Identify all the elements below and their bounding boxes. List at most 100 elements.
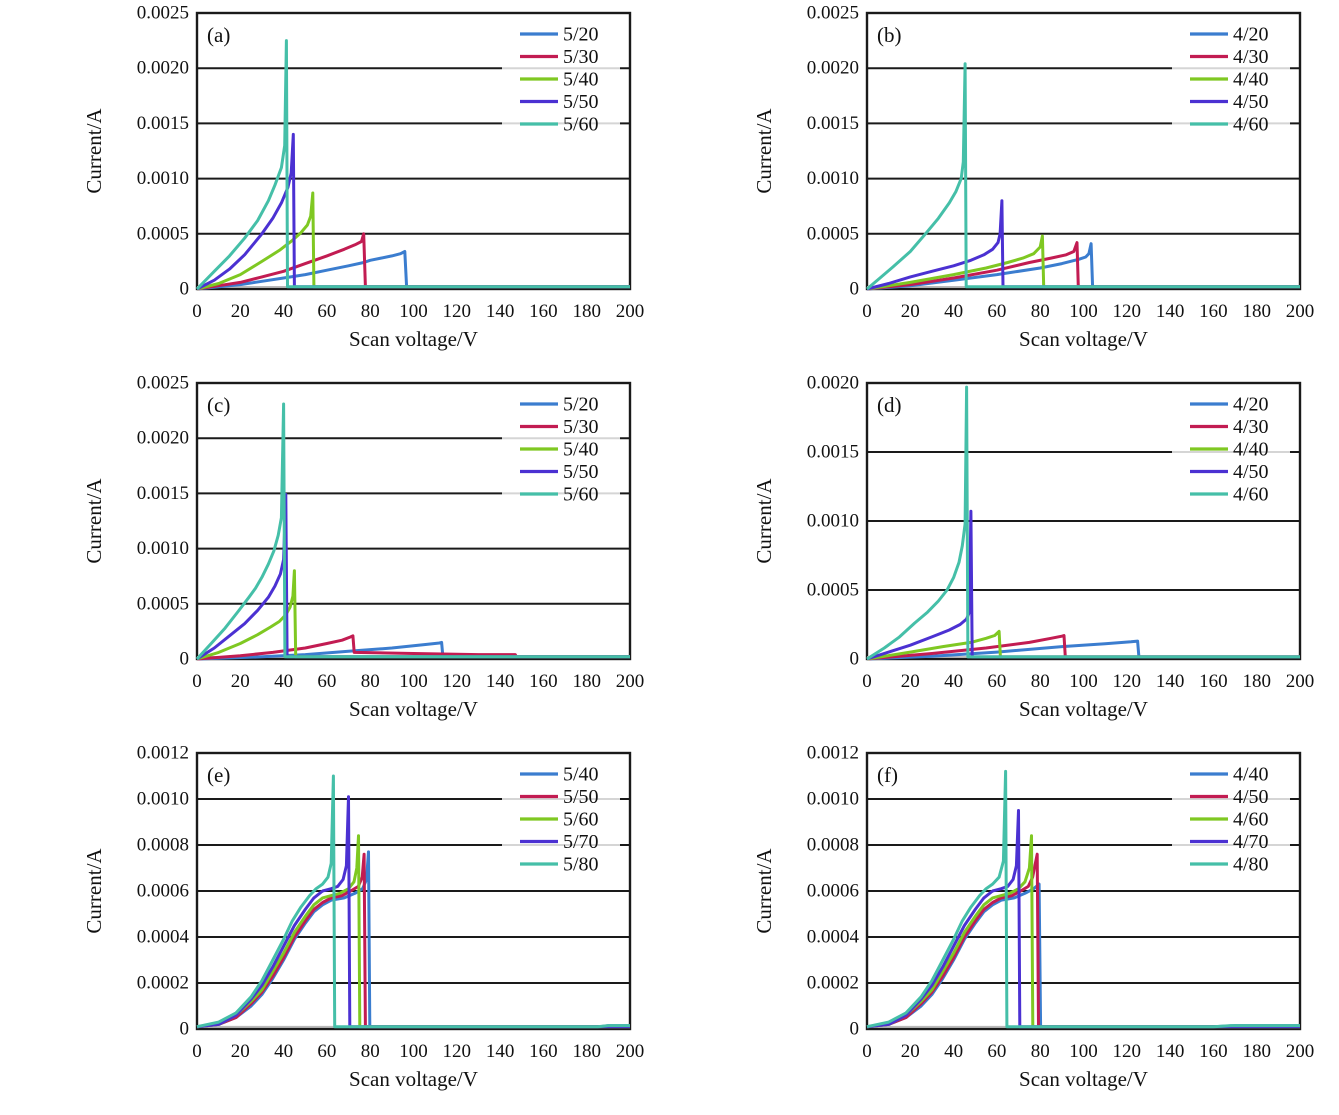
legend-backdrop [502,394,620,506]
x-tick-label: 100 [399,1041,428,1062]
y-tick-label: 0.0002 [807,973,859,994]
x-axis-label: Scan voltage/V [1019,697,1148,721]
x-tick-label: 0 [192,301,202,322]
series-line-4/30 [866,634,1300,661]
y-tick-label: 0 [180,279,190,300]
legend-backdrop [1172,394,1290,506]
x-tick-label: 60 [987,301,1006,322]
x-tick-label: 120 [1113,301,1142,322]
legend: 4/204/304/404/504/60 [1190,24,1269,136]
panel-letter: (b) [877,23,902,47]
chart-svg-(a): 0 0.0005 0.0010 0.0015 0.0020 0.0025 0 20 40 60 80… [0,0,669,370]
y-axis-label: Current/A [82,848,106,934]
x-tick-label: 120 [443,301,472,322]
y-tick-label: 0.0006 [807,881,859,902]
legend-label-5/20: 5/20 [563,24,599,46]
x-tick-label: 180 [1242,1041,1271,1062]
y-tick-label: 0.0015 [807,113,859,134]
x-tick-label: 200 [1286,1041,1315,1062]
x-tick-label: 20 [231,1041,250,1062]
y-tick-label: 0.0005 [807,580,859,601]
series-line-5/60 [196,834,630,1029]
x-tick-label: 140 [486,301,515,322]
y-axis-label: Current/A [82,478,106,564]
legend-label-5/50: 5/50 [563,461,599,483]
series-line-4/20 [866,242,1300,291]
series-line-5/40 [196,191,630,291]
x-tick-label: 180 [1242,671,1271,692]
series-line-5/30 [196,634,630,661]
legend-label-4/20: 4/20 [1233,24,1269,46]
y-tick-label: 0.0005 [807,223,859,244]
x-tick-label: 20 [901,671,920,692]
x-tick-label: 80 [1031,671,1050,692]
series-line-5/80 [196,774,630,1029]
legend-backdrop [502,764,620,876]
series-line-4/40 [866,882,1300,1029]
chart-svg-(b): 0 0.0005 0.0010 0.0015 0.0020 0.0025 0 20 40 60 80… [670,0,1339,370]
y-tick-label: 0.0015 [807,442,859,463]
x-tick-label: 120 [1113,671,1142,692]
x-tick-label: 20 [901,301,920,322]
x-tick-label: 20 [901,1041,920,1062]
y-tick-label: 0.0010 [807,168,859,189]
legend-label-5/20: 5/20 [563,394,599,416]
x-tick-label: 160 [529,671,558,692]
x-tick-label: 80 [1031,301,1050,322]
legend-label-5/50: 5/50 [563,91,599,113]
legend: 4/204/304/404/504/60 [1190,394,1269,506]
y-tick-label: 0.0010 [137,168,189,189]
y-axis-label: Current/A [752,848,776,934]
x-tick-label: 160 [529,1041,558,1062]
y-tick-label: 0.0004 [807,927,860,948]
y-tick-label: 0.0002 [137,973,189,994]
x-tick-label: 60 [317,301,336,322]
legend-label-5/40: 5/40 [563,439,599,461]
x-tick-label: 200 [1286,301,1315,322]
plot-frame [865,751,1302,1031]
legend-label-4/50: 4/50 [1233,786,1269,808]
x-tick-label: 200 [616,1041,645,1062]
panel-letter: (c) [207,393,230,417]
legend-label-5/70: 5/70 [563,831,599,853]
x-tick-label: 140 [1156,301,1185,322]
legend-backdrop [502,24,620,136]
panel-letter: (d) [877,393,902,417]
legend-label-5/40: 5/40 [563,764,599,786]
x-tick-label: 160 [529,301,558,322]
y-tick-label: 0.0015 [137,113,189,134]
series-line-4/70 [866,809,1300,1029]
y-tick-label: 0.0008 [807,835,859,856]
x-tick-label: 140 [1156,671,1185,692]
y-tick-label: 0.0006 [137,881,189,902]
x-tick-label: 60 [987,1041,1006,1062]
series-line-4/30 [866,241,1300,291]
y-tick-label: 0.0025 [807,3,859,24]
legend-label-5/60: 5/60 [563,114,599,136]
y-tick-label: 0.0010 [137,789,189,810]
y-tick-label: 0 [850,1019,860,1040]
y-tick-label: 0.0004 [137,927,190,948]
legend: 4/404/504/604/704/80 [1190,764,1269,876]
y-tick-label: 0 [180,1019,190,1040]
x-tick-label: 180 [572,1041,601,1062]
legend-label-4/50: 4/50 [1233,461,1269,483]
legend-label-4/60: 4/60 [1233,114,1269,136]
y-tick-label: 0.0005 [137,223,189,244]
series-line-5/30 [196,232,630,291]
x-tick-label: 0 [192,671,202,692]
legend-label-5/60: 5/60 [563,484,599,506]
y-tick-label: 0.0010 [807,511,859,532]
legend-label-4/40: 4/40 [1233,764,1269,786]
x-tick-label: 40 [274,301,293,322]
x-axis-label: Scan voltage/V [349,1067,478,1091]
y-tick-label: 0.0020 [137,58,189,79]
chart-panel-a: 0 0.0005 0.0010 0.0015 0.0020 0.0025 0 20 40 60 80… [0,0,669,370]
chart-svg-(d): 0 0.0005 0.0010 0.0015 0.0020 0 20 40 60 80 100 120… [670,370,1339,740]
x-axis-label: Scan voltage/V [349,697,478,721]
x-tick-label: 120 [443,671,472,692]
legend-label-5/50: 5/50 [563,786,599,808]
series-line-4/80 [866,769,1300,1029]
series-line-4/60 [866,385,1300,661]
series-line-4/40 [866,629,1300,661]
